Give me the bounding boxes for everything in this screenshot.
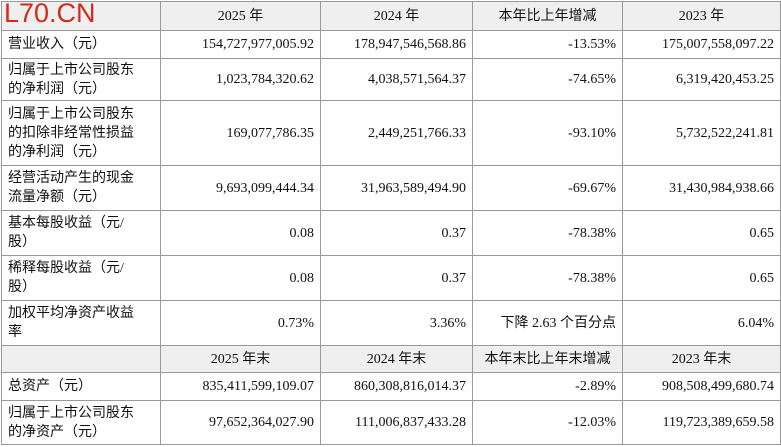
table-row: 基本每股收益（元/股） 0.08 0.37 -78.38% 0.65 — [1, 210, 781, 256]
header-cell: 2025 年 — [160, 1, 321, 31]
row-label: 归属于上市公司股东 的净利润（元） — [1, 58, 161, 101]
row-label: 归属于上市公司股东 的扣除非经常性损益 的净利润（元） — [1, 100, 161, 166]
row-label: 基本每股收益（元/股） — [1, 210, 161, 256]
table-cell: 169,077,786.35 — [160, 100, 321, 166]
table-cell: -93.10% — [472, 100, 623, 166]
table-row: 稀释每股收益（元/股） 0.08 0.37 -78.38% 0.65 — [1, 255, 781, 301]
label-line: 经营活动产生的现金 — [8, 171, 134, 186]
label-line: 的扣除非经常性损益 — [8, 125, 134, 141]
table-cell: 6.04% — [622, 300, 781, 346]
table-cell: 178,947,546,568.86 — [320, 30, 473, 59]
table-cell: 6,319,420,453.25 — [622, 58, 781, 101]
label-line: 流量净额（元） — [8, 190, 106, 205]
label-line: 总资产（元） — [8, 379, 92, 394]
label-line: 基本每股收益（元/ — [8, 216, 124, 231]
table-row: 归属于上市公司股东 的净资产（元） 97,652,364,027.90 111,006… — [1, 400, 781, 445]
table-cell: -13.53% — [472, 30, 623, 59]
row-label: 总资产（元） — [1, 372, 161, 401]
header-cell: 2024 年 — [320, 1, 473, 31]
header-cell: 2023 年 — [622, 1, 781, 31]
header-cell: 2023 年末 — [622, 345, 781, 373]
table-cell: 4,038,571,564.37 — [320, 58, 473, 101]
table-cell: 0.65 — [622, 255, 781, 301]
table-cell: 0.08 — [160, 255, 321, 301]
header-row: 2025 年 2024 年本年比上年增减 2023 年 — [1, 1, 781, 31]
table-cell: 0.37 — [320, 210, 473, 256]
table-row: 加权平均净资产收益率 0.73% 3.36% 下降 2.63 个百分点 6.04% — [1, 300, 781, 346]
label-line: 的净利润（元） — [8, 81, 106, 97]
label-line: 营业收入（元） — [8, 37, 106, 52]
row-label: 营业收入（元） — [1, 30, 161, 59]
label-line: 股） — [8, 235, 36, 250]
table-cell: 31,430,984,938.66 — [622, 165, 781, 211]
header-cell: 2024 年末 — [320, 345, 473, 373]
table-cell: -78.38% — [472, 255, 623, 301]
table-cell: 3.36% — [320, 300, 473, 346]
table-cell: 860,308,816,014.37 — [320, 372, 473, 401]
label-line: 股） — [8, 280, 36, 295]
table-cell: 154,727,977,005.92 — [160, 30, 321, 59]
table-cell: 835,411,599,109.07 — [160, 372, 321, 401]
table-cell: 0.08 — [160, 210, 321, 256]
table-cell: 111,006,837,433.28 — [320, 400, 473, 445]
table-cell: -74.65% — [472, 58, 623, 101]
label-line: 稀释每股收益（元/ — [8, 261, 124, 276]
table-cell: 0.73% — [160, 300, 321, 346]
table-cell: 1,023,784,320.62 — [160, 58, 321, 101]
row-label: 归属于上市公司股东 的净资产（元） — [1, 400, 161, 445]
table-row: 经营活动产生的现金 流量净额（元） 9,693,099,444.34 31,963,5… — [1, 165, 781, 211]
table-row: 总资产（元） 835,411,599,109.07 860,308,816,014.… — [1, 372, 781, 401]
table-cell: -78.38% — [472, 210, 623, 256]
header-cell: 本年比上年增减 — [472, 1, 623, 31]
table-cell: 31,963,589,494.90 — [320, 165, 473, 211]
table-cell: 175,007,558,097.22 — [622, 30, 781, 59]
row-label: 经营活动产生的现金 流量净额（元） — [1, 165, 161, 211]
table-cell: 119,723,389,659.58 — [622, 400, 781, 445]
table-cell: 97,652,364,027.90 — [160, 400, 321, 445]
table-cell: 下降 2.63 个百分点 — [472, 300, 623, 346]
table-row: 营业收入（元） 154,727,977,005.92 178,947,546,568… — [1, 30, 781, 59]
label-line: 归属于上市公司股东 — [8, 106, 134, 122]
table-row: 归属于上市公司股东 的净利润（元） 1,023,784,320.62 4,038,57… — [1, 58, 781, 101]
table-cell: 5,732,522,241.81 — [622, 100, 781, 166]
table-row: 归属于上市公司股东 的扣除非经常性损益 的净利润（元） 169,077,786.35 2… — [1, 100, 781, 166]
label-line: 归属于上市公司股东 — [8, 405, 134, 421]
label-line: 的净资产（元） — [8, 424, 106, 440]
table-cell: -2.89% — [472, 372, 623, 401]
table-cell: -12.03% — [472, 400, 623, 445]
table-cell: 9,693,099,444.34 — [160, 165, 321, 211]
table-cell: 0.37 — [320, 255, 473, 301]
table-cell: 2,449,251,766.33 — [320, 100, 473, 166]
label-line: 率 — [8, 325, 22, 340]
table-cell: -69.67% — [472, 165, 623, 211]
header-row: 2025 年末 2024 年末 本年末比上年末增减 2023 年末 — [1, 345, 781, 373]
table-cell: 908,508,499,680.74 — [622, 372, 781, 401]
watermark: L70.CN — [4, 0, 96, 28]
table-cell: 0.65 — [622, 210, 781, 256]
row-label: 加权平均净资产收益率 — [1, 300, 161, 346]
row-label: 稀释每股收益（元/股） — [1, 255, 161, 301]
header-cell — [1, 345, 161, 373]
header-cell: 本年末比上年末增减 — [472, 345, 623, 373]
header-cell — [1, 1, 161, 31]
label-line: 加权平均净资产收益 — [8, 306, 134, 321]
header-cell: 2025 年末 — [160, 345, 321, 373]
label-line: 归属于上市公司股东 — [8, 62, 134, 78]
label-line: 的净利润（元） — [8, 144, 106, 160]
